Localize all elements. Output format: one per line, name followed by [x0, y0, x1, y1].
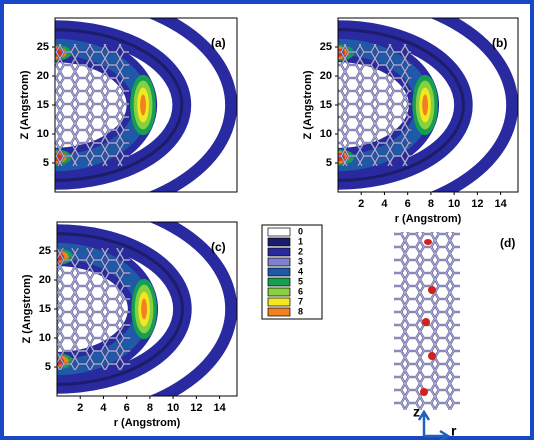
legend-label: 5 [298, 276, 303, 286]
x-tick-label: 4 [381, 198, 388, 210]
panel-label: (c) [211, 240, 226, 254]
nanotube [57, 248, 130, 370]
hotspot [422, 95, 428, 116]
x-tick-label: 2 [358, 198, 364, 210]
y-tick-label: 5 [45, 361, 51, 373]
y-tick-label: 20 [320, 70, 332, 82]
y-tick-label: 10 [37, 128, 49, 140]
x-tick-label: 8 [428, 198, 434, 210]
legend-swatch [268, 238, 290, 246]
y-tick-label: 10 [320, 128, 332, 140]
figure: z r (d) 510152025Z (Angstrom)(a)51015202… [0, 0, 534, 440]
legend-label: 6 [298, 286, 303, 296]
y-axis-label: Z (Angstrom) [21, 274, 33, 343]
panel-label: (b) [492, 36, 507, 50]
legend-swatch [268, 268, 290, 276]
y-tick-label: 25 [39, 245, 51, 257]
legend-swatch [268, 308, 290, 316]
legend-swatch [268, 298, 290, 306]
y-tick-label: 10 [39, 332, 51, 344]
y-tick-label: 20 [37, 70, 49, 82]
x-tick-label: 6 [405, 198, 411, 210]
nanotube [55, 44, 129, 166]
legend-swatch [268, 288, 290, 296]
legend-label: 1 [298, 236, 303, 246]
x-tick-label: 14 [494, 198, 507, 210]
x-tick-label: 2 [77, 402, 83, 414]
x-axis-label: r (Angstrom) [395, 213, 462, 225]
panel-d: z r (d) [394, 232, 515, 440]
legend-swatch [268, 248, 290, 256]
axes-arrows [419, 412, 448, 440]
y-axis-label: Z (Angstrom) [302, 70, 314, 139]
panel: 5 10 15 20 25 Z (Angstrom) (a) [0, 0, 237, 215]
y-tick-label: 20 [39, 274, 51, 286]
legend-label: 3 [298, 256, 303, 266]
legend-label: 2 [298, 246, 303, 256]
y-tick-label: 25 [37, 41, 49, 53]
x-tick-label: 12 [190, 402, 202, 414]
legend-swatch [268, 228, 290, 236]
panel-label: (d) [500, 236, 515, 250]
legend-label: 8 [298, 306, 303, 316]
x-tick-label: 12 [471, 198, 483, 210]
x-tick-label: 8 [147, 402, 153, 414]
plot-area [0, 199, 237, 419]
nanotube [338, 44, 411, 166]
legend-swatch [268, 258, 290, 266]
hotspot [140, 95, 146, 116]
axis-r: r [451, 423, 457, 439]
molecule [424, 239, 432, 245]
panel-label: (a) [211, 36, 226, 50]
plot-area [0, 0, 237, 215]
molecule [422, 318, 430, 326]
x-tick-label: 14 [213, 402, 226, 414]
panel: 5 10 15 20 25 2 4 6 8 10 12 14 r (Angstrom) Z (Angstr… [0, 199, 237, 429]
legend-label: 0 [298, 226, 303, 236]
y-tick-label: 25 [320, 41, 332, 53]
hotspot [141, 299, 147, 320]
y-tick-label: 15 [37, 99, 49, 111]
y-tick-label: 15 [39, 303, 51, 315]
legend-label: 7 [298, 296, 303, 306]
x-tick-label: 4 [100, 402, 107, 414]
legend-label: 4 [298, 266, 303, 276]
molecule [428, 352, 436, 360]
molecule [428, 286, 436, 294]
y-axis-label: Z (Angstrom) [19, 70, 31, 139]
x-tick-label: 10 [448, 198, 460, 210]
y-tick-label: 5 [43, 157, 49, 169]
y-tick-label: 5 [326, 157, 332, 169]
x-tick-label: 10 [167, 402, 179, 414]
x-tick-label: 6 [124, 402, 130, 414]
legend-swatch [268, 278, 290, 286]
x-axis-label: r (Angstrom) [114, 417, 181, 429]
axis-z: z [413, 404, 420, 420]
molecule [420, 388, 428, 396]
y-tick-label: 15 [320, 99, 332, 111]
